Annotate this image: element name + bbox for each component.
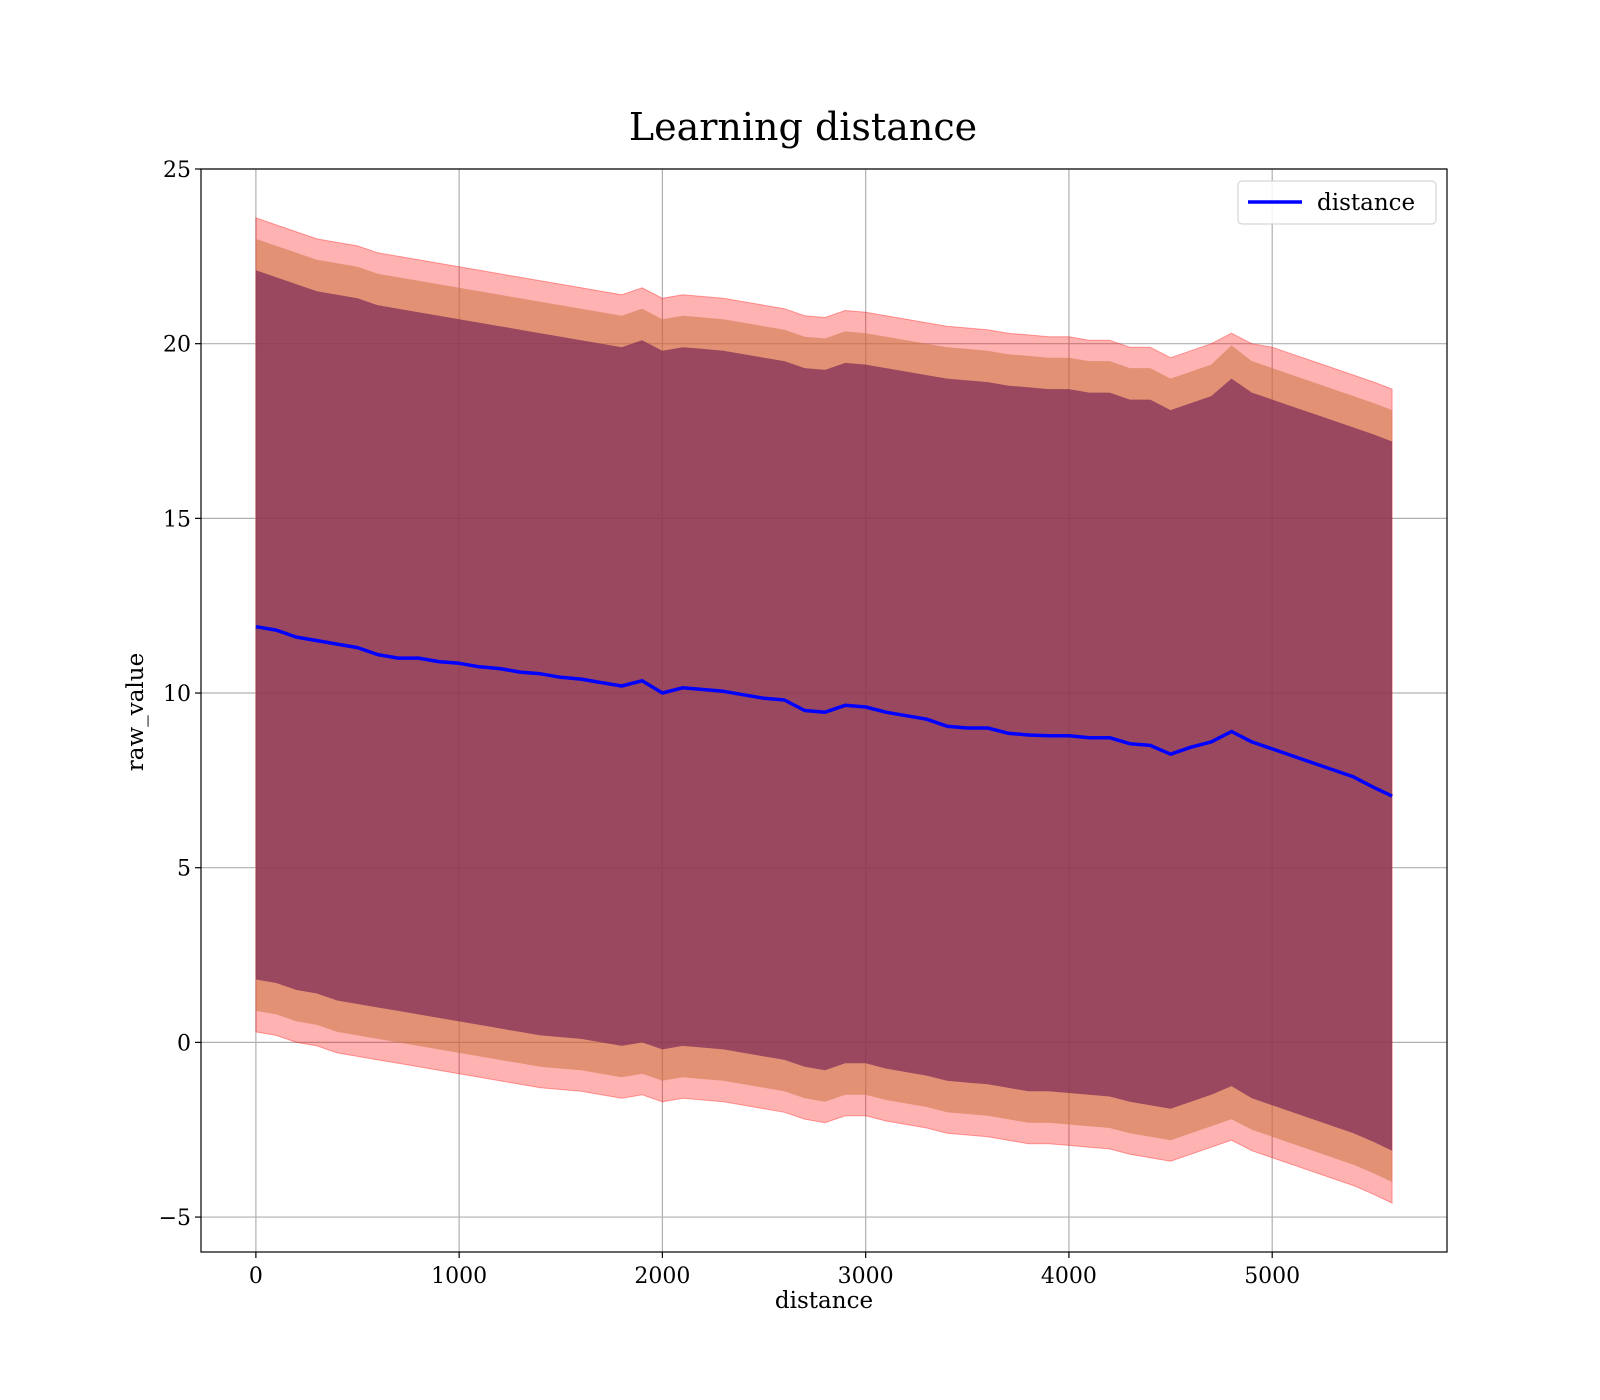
y-tick-label: 20 xyxy=(163,333,191,358)
y-tick-label: 15 xyxy=(163,507,191,532)
series-line-distance xyxy=(255,624,1393,798)
y-tick-label: 5 xyxy=(177,857,191,882)
x-axis-ticks: 0 1000 2000 3000 4000 5000 xyxy=(249,1252,1300,1289)
y-tick-label: 10 xyxy=(163,682,191,707)
y-axis-ticks: −5 0 5 10 15 20 25 xyxy=(159,158,201,1231)
x-tick-label: 0 xyxy=(249,1264,263,1289)
x-tick-label: 1000 xyxy=(431,1264,487,1289)
y-tick-label: −5 xyxy=(159,1206,191,1231)
x-tick-label: 5000 xyxy=(1244,1264,1300,1289)
legend: distance xyxy=(1237,180,1437,225)
y-axis-label: raw_value xyxy=(123,653,149,771)
legend-box xyxy=(1237,180,1437,225)
plot-frame xyxy=(200,168,1448,1253)
x-axis-label: distance xyxy=(775,1288,873,1314)
x-tick-label: 4000 xyxy=(1041,1264,1097,1289)
legend-label-distance: distance xyxy=(1317,190,1415,216)
y-tick-label: 25 xyxy=(163,158,191,183)
chart-title: Learning distance xyxy=(629,105,977,149)
x-tick-label: 2000 xyxy=(634,1264,690,1289)
series-lines xyxy=(255,624,1393,798)
y-tick-label: 0 xyxy=(177,1031,191,1056)
x-tick-label: 3000 xyxy=(838,1264,894,1289)
